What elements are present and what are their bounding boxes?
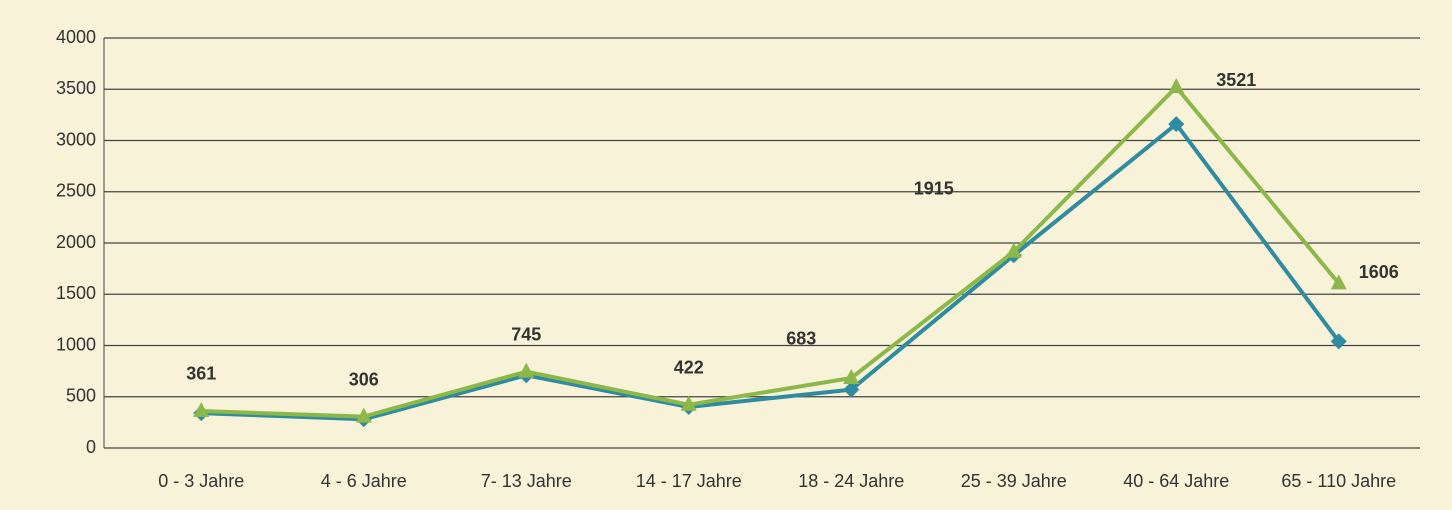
x-tick-label: 40 - 64 Jahre bbox=[1123, 471, 1229, 491]
data-label: 361 bbox=[186, 364, 216, 384]
data-label: 1915 bbox=[914, 178, 954, 198]
marker bbox=[843, 381, 860, 398]
marker bbox=[518, 362, 535, 378]
series-line bbox=[201, 122, 1341, 422]
x-tick-label: 0 - 3 Jahre bbox=[158, 471, 244, 491]
x-tick-label: 14 - 17 Jahre bbox=[636, 471, 742, 491]
data-label: 422 bbox=[674, 357, 704, 377]
data-label: 745 bbox=[511, 324, 541, 344]
x-tick-label: 25 - 39 Jahre bbox=[961, 471, 1067, 491]
marker bbox=[193, 401, 210, 417]
y-tick-label: 2000 bbox=[56, 232, 96, 252]
y-tick-label: 3000 bbox=[56, 129, 96, 149]
x-tick-label: 18 - 24 Jahre bbox=[798, 471, 904, 491]
marker bbox=[1005, 242, 1022, 258]
data-label: 3521 bbox=[1216, 70, 1256, 90]
marker bbox=[680, 395, 697, 411]
y-tick-label: 3500 bbox=[56, 78, 96, 98]
y-tick-label: 0 bbox=[86, 437, 96, 457]
x-tick-label: 7- 13 Jahre bbox=[481, 471, 572, 491]
data-label: 1606 bbox=[1359, 262, 1399, 282]
marker bbox=[1330, 333, 1347, 350]
y-tick-label: 4000 bbox=[56, 27, 96, 47]
x-tick-label: 65 - 110 Jahre bbox=[1281, 471, 1396, 491]
series-line bbox=[201, 85, 1341, 419]
data-label: 306 bbox=[349, 369, 379, 389]
y-tick-label: 1500 bbox=[56, 283, 96, 303]
marker bbox=[1330, 274, 1347, 290]
marker bbox=[1168, 78, 1185, 94]
y-tick-label: 1000 bbox=[56, 334, 96, 354]
x-tick-label: 4 - 6 Jahre bbox=[321, 471, 407, 491]
marker bbox=[843, 368, 860, 384]
marker bbox=[355, 407, 372, 423]
data-label: 683 bbox=[786, 329, 816, 349]
marker bbox=[1168, 116, 1185, 133]
y-tick-label: 500 bbox=[66, 386, 96, 406]
y-tick-label: 2500 bbox=[56, 181, 96, 201]
